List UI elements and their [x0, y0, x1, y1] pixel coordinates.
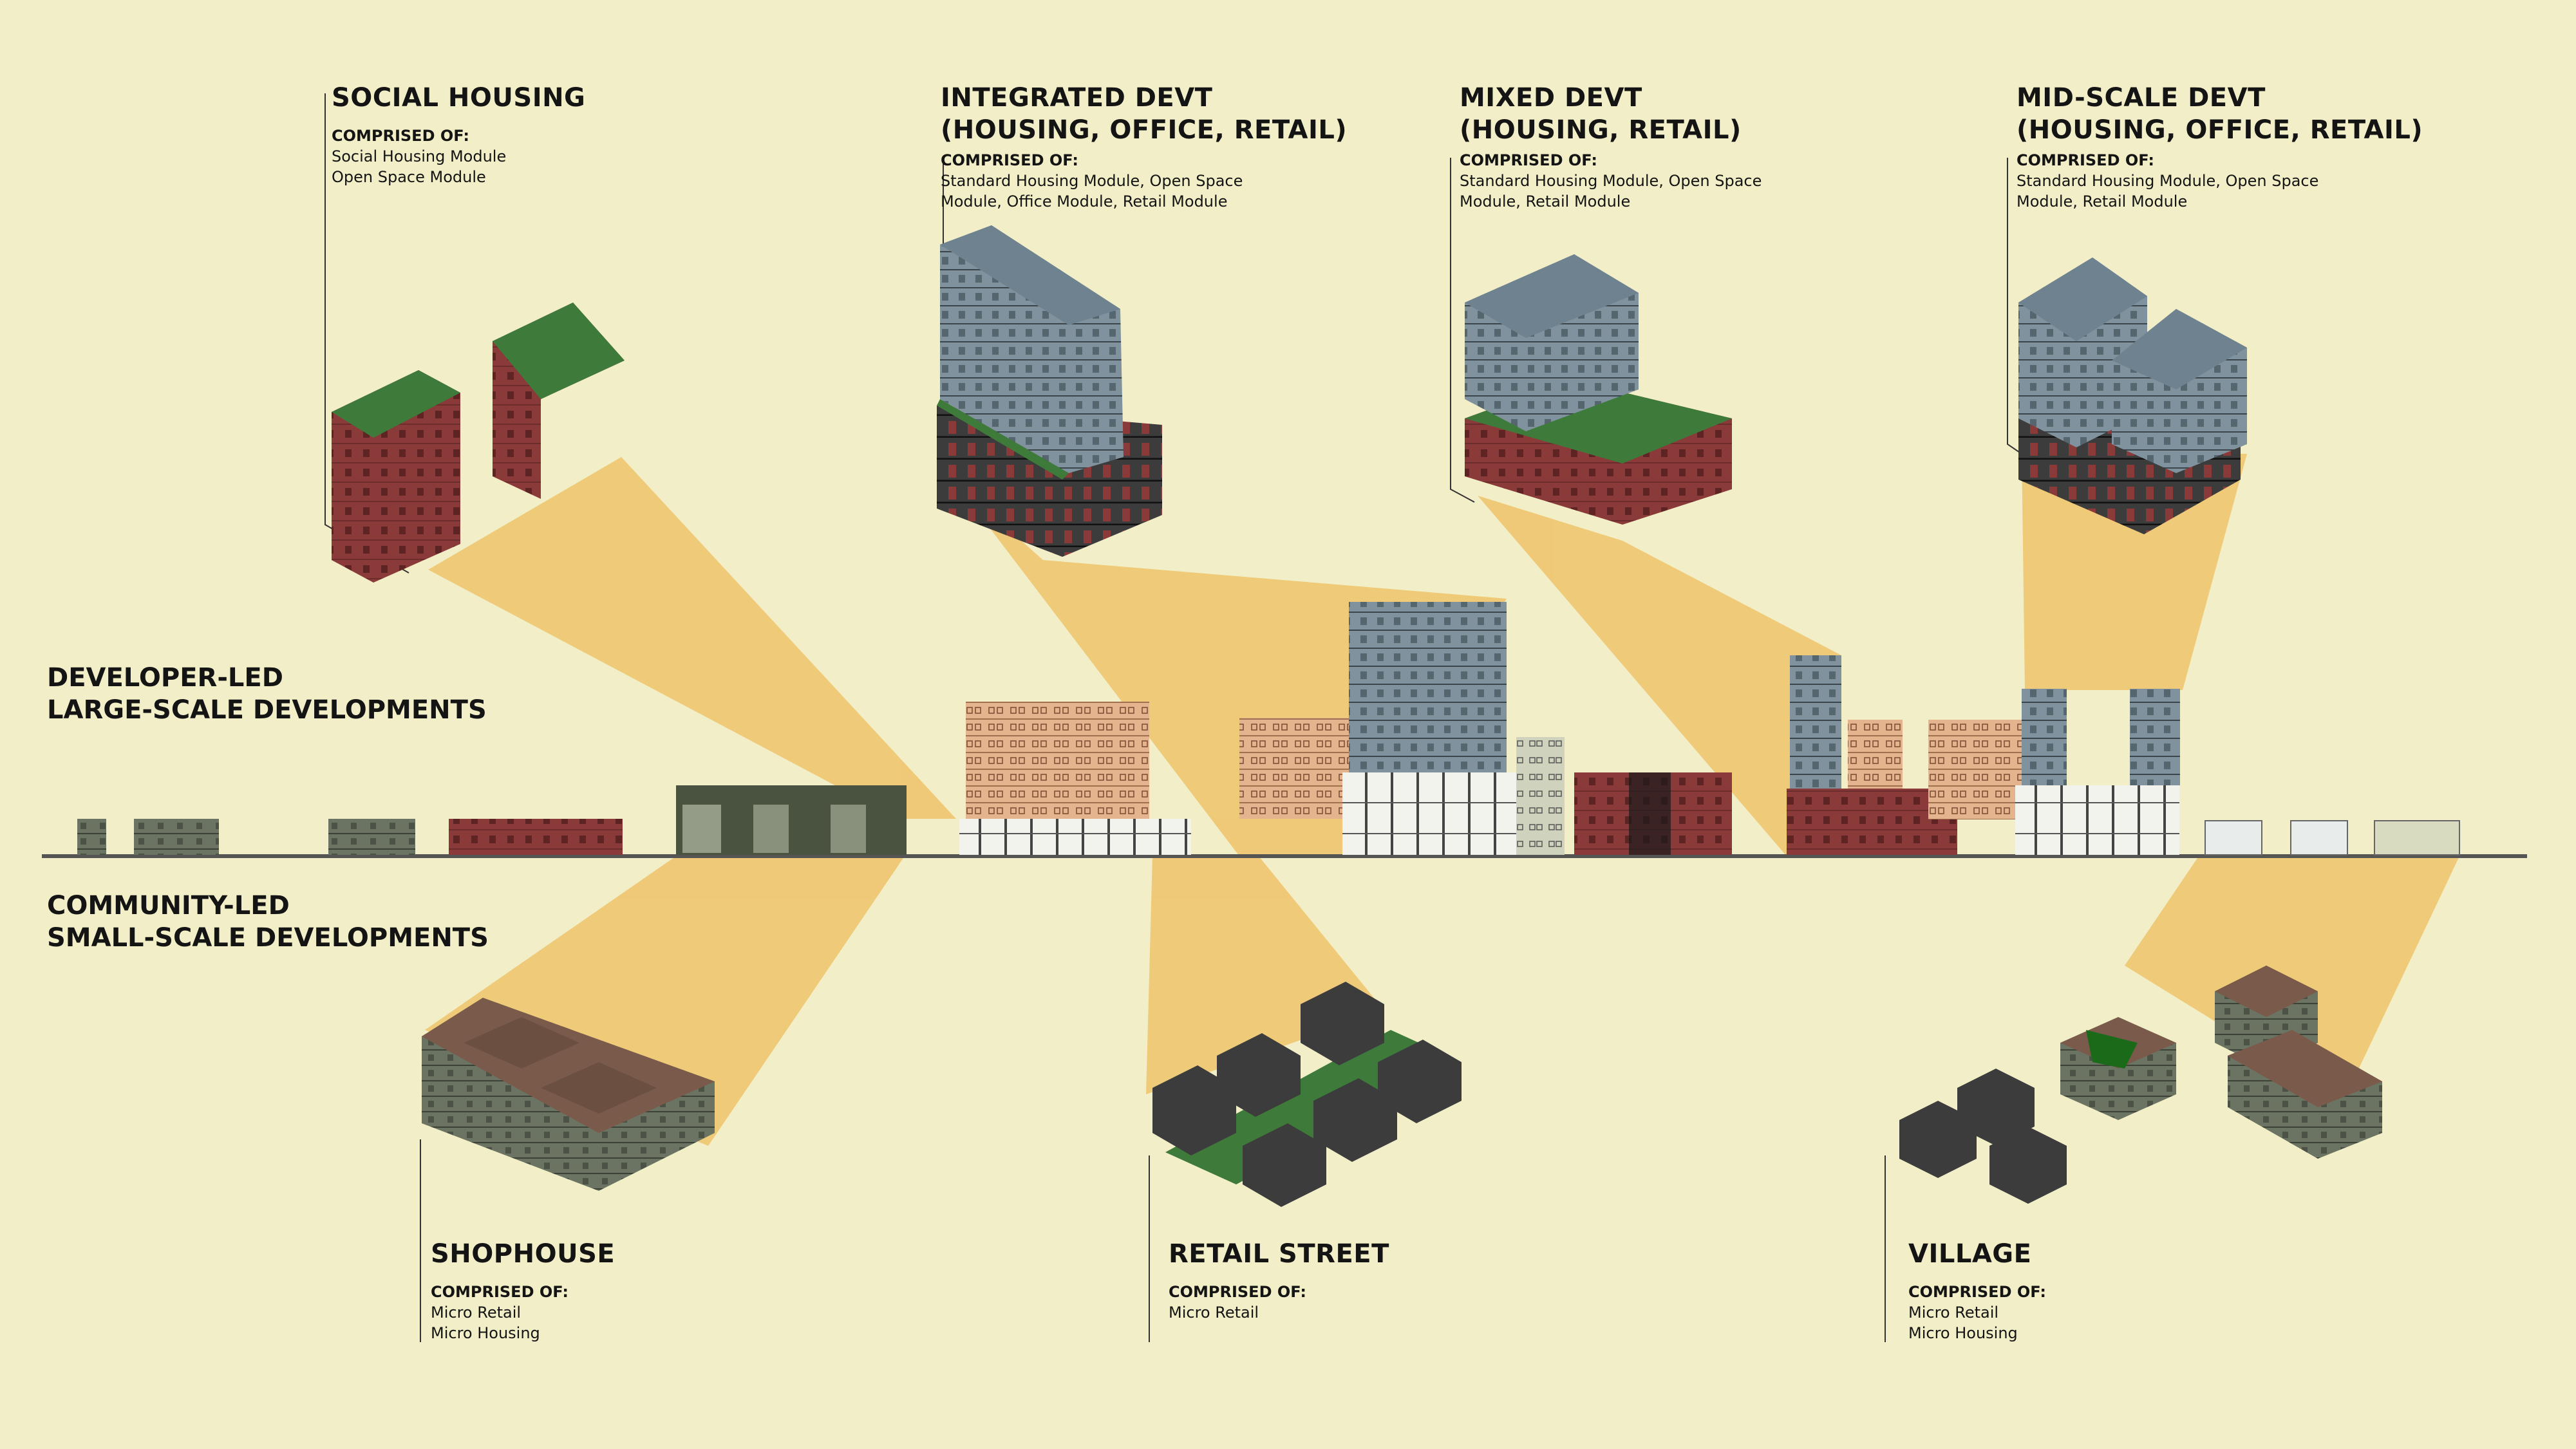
annotation-mixed: MIXED DEVT (HOUSING, RETAIL) COMPRISED O…: [1460, 82, 1762, 212]
elev-small-module-2: [134, 819, 219, 855]
component-item: Micro Housing: [1908, 1324, 2018, 1342]
elev-village-2: [2290, 820, 2348, 855]
component-item: Micro Retail: [431, 1304, 522, 1322]
typology-subtitle: (HOUSING, OFFICE, RETAIL): [2017, 115, 2423, 145]
label-community-led: COMMUNITY-LED SMALL-SCALE DEVELOPMENTS: [47, 890, 489, 954]
comprised-label: COMPRISED OF:: [332, 127, 469, 145]
component-item: Module, Office Module, Retail Module: [941, 192, 1228, 210]
typology-subtitle: (HOUSING, RETAIL): [1460, 115, 1742, 145]
label-line: SMALL-SCALE DEVELOPMENTS: [47, 923, 489, 953]
comprised-label: COMPRISED OF:: [941, 151, 1078, 169]
typology-subtitle: (HOUSING, OFFICE, RETAIL): [941, 115, 1348, 145]
annotation-retail-street: RETAIL STREET COMPRISED OF: Micro Retail: [1169, 1238, 1389, 1323]
elev-sage: [1516, 737, 1565, 855]
typology-title: SHOPHOUSE: [431, 1239, 616, 1269]
typology-title: MID-SCALE DEVT: [2017, 83, 2266, 113]
component-item: Open Space Module: [332, 168, 486, 186]
wedge-midscale: [2022, 451, 2247, 690]
annotation-village: VILLAGE COMPRISED OF: Micro Retail Micro…: [1908, 1238, 2046, 1343]
label-line: LARGE-SCALE DEVELOPMENTS: [47, 695, 487, 725]
annotation-integrated: INTEGRATED DEVT (HOUSING, OFFICE, RETAIL…: [941, 82, 1347, 212]
component-item: Micro Housing: [431, 1324, 540, 1342]
component-item: Standard Housing Module, Open Space: [2017, 172, 2319, 190]
elev-blue-tower-3: [2022, 689, 2067, 785]
comprised-label: COMPRISED OF:: [431, 1283, 569, 1301]
typology-title: MIXED DEVT: [1460, 83, 1642, 113]
social-housing-model: [332, 303, 625, 583]
elev-mid-base: [2015, 785, 2179, 855]
elev-village-3: [2374, 820, 2460, 855]
elev-social-housing-block: [449, 819, 623, 855]
component-item: Micro Retail: [1169, 1304, 1259, 1322]
typology-title: SOCIAL HOUSING: [332, 83, 586, 113]
elev-integrated-base: [959, 819, 1191, 855]
shophouse-model: [422, 998, 715, 1191]
wedge-mixed: [1478, 496, 1841, 856]
comprised-label: COMPRISED OF:: [1908, 1283, 2046, 1301]
elev-mixed-peach: [1239, 718, 1349, 819]
wedge-retail-street: [1146, 856, 1384, 1094]
elev-village-1: [2205, 820, 2262, 855]
label-line: DEVELOPER-LED: [47, 663, 283, 693]
typology-title: VILLAGE: [1908, 1239, 2032, 1269]
annotation-shophouse: SHOPHOUSE COMPRISED OF: Micro Retail Mic…: [431, 1238, 615, 1343]
wedge-social-housing: [428, 457, 956, 819]
elev-peach-3: [1928, 720, 2025, 819]
village-model: [1899, 966, 2382, 1204]
component-item: Standard Housing Module, Open Space: [1460, 172, 1762, 190]
elev-small-module-1: [77, 819, 106, 855]
midscale-model: [2018, 257, 2247, 534]
typology-title: RETAIL STREET: [1169, 1239, 1389, 1269]
elev-integrated-upper: [966, 702, 1149, 819]
component-item: Module, Retail Module: [1460, 192, 1631, 210]
annotation-social-housing: SOCIAL HOUSING COMPRISED OF: Social Hous…: [332, 82, 585, 187]
component-item: Module, Retail Module: [2017, 192, 2188, 210]
elev-peach-2: [1848, 720, 1903, 790]
elev-tower-blue: [1349, 602, 1507, 776]
label-developer-led: DEVELOPER-LED LARGE-SCALE DEVELOPMENTS: [47, 662, 487, 726]
comprised-label: COMPRISED OF:: [1460, 151, 1597, 169]
annotation-midscale: MID-SCALE DEVT (HOUSING, OFFICE, RETAIL)…: [2017, 82, 2423, 212]
label-line: COMMUNITY-LED: [47, 891, 290, 921]
integrated-model: [937, 225, 1162, 557]
comprised-label: COMPRISED OF:: [1169, 1283, 1306, 1301]
elev-mid-white: [1342, 772, 1516, 855]
elev-small-module-3: [328, 819, 415, 855]
component-item: Micro Retail: [1908, 1304, 1999, 1322]
component-item: Social Housing Module: [332, 147, 507, 165]
typology-title: INTEGRATED DEVT: [941, 83, 1213, 113]
component-item: Standard Housing Module, Open Space: [941, 172, 1243, 190]
elev-blue-tower-4: [2130, 689, 2180, 785]
comprised-label: COMPRISED OF:: [2017, 151, 2154, 169]
elev-blue-tower-2: [1790, 655, 1841, 790]
elevation-strip: [77, 602, 2460, 855]
mixed-model: [1465, 254, 1732, 525]
retail-street-model: [1152, 982, 1462, 1207]
